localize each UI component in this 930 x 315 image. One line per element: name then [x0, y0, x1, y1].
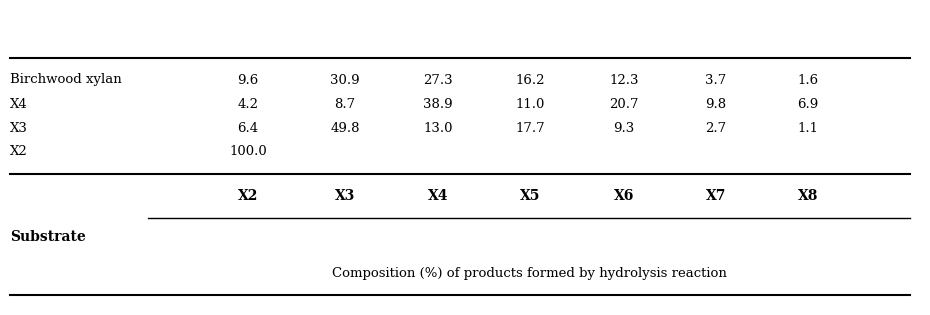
- Text: 8.7: 8.7: [335, 98, 355, 111]
- Text: 1.6: 1.6: [797, 73, 818, 87]
- Text: 20.7: 20.7: [609, 98, 639, 111]
- Text: X2: X2: [10, 146, 28, 158]
- Text: 1.1: 1.1: [798, 122, 818, 135]
- Text: 9.6: 9.6: [237, 73, 259, 87]
- Text: 17.7: 17.7: [515, 122, 545, 135]
- Text: 16.2: 16.2: [515, 73, 545, 87]
- Text: 4.2: 4.2: [237, 98, 259, 111]
- Text: X5: X5: [520, 189, 540, 203]
- Text: Composition (%) of products formed by hydrolysis reaction: Composition (%) of products formed by hy…: [332, 266, 726, 279]
- Text: 9.3: 9.3: [614, 122, 634, 135]
- Text: 27.3: 27.3: [423, 73, 453, 87]
- Text: 38.9: 38.9: [423, 98, 453, 111]
- Text: 6.9: 6.9: [797, 98, 818, 111]
- Text: X4: X4: [10, 98, 28, 111]
- Text: X8: X8: [798, 189, 818, 203]
- Text: 3.7: 3.7: [705, 73, 726, 87]
- Text: 11.0: 11.0: [515, 98, 545, 111]
- Text: X6: X6: [614, 189, 634, 203]
- Text: 13.0: 13.0: [423, 122, 453, 135]
- Text: Birchwood xylan: Birchwood xylan: [10, 73, 122, 87]
- Text: X4: X4: [428, 189, 448, 203]
- Text: 2.7: 2.7: [706, 122, 726, 135]
- Text: X7: X7: [706, 189, 726, 203]
- Text: 100.0: 100.0: [229, 146, 267, 158]
- Text: X3: X3: [10, 122, 28, 135]
- Text: 12.3: 12.3: [609, 73, 639, 87]
- Text: X3: X3: [335, 189, 355, 203]
- Text: Substrate: Substrate: [10, 230, 86, 244]
- Text: 6.4: 6.4: [237, 122, 259, 135]
- Text: 30.9: 30.9: [330, 73, 360, 87]
- Text: X2: X2: [238, 189, 259, 203]
- Text: 49.8: 49.8: [330, 122, 360, 135]
- Text: 9.8: 9.8: [706, 98, 726, 111]
